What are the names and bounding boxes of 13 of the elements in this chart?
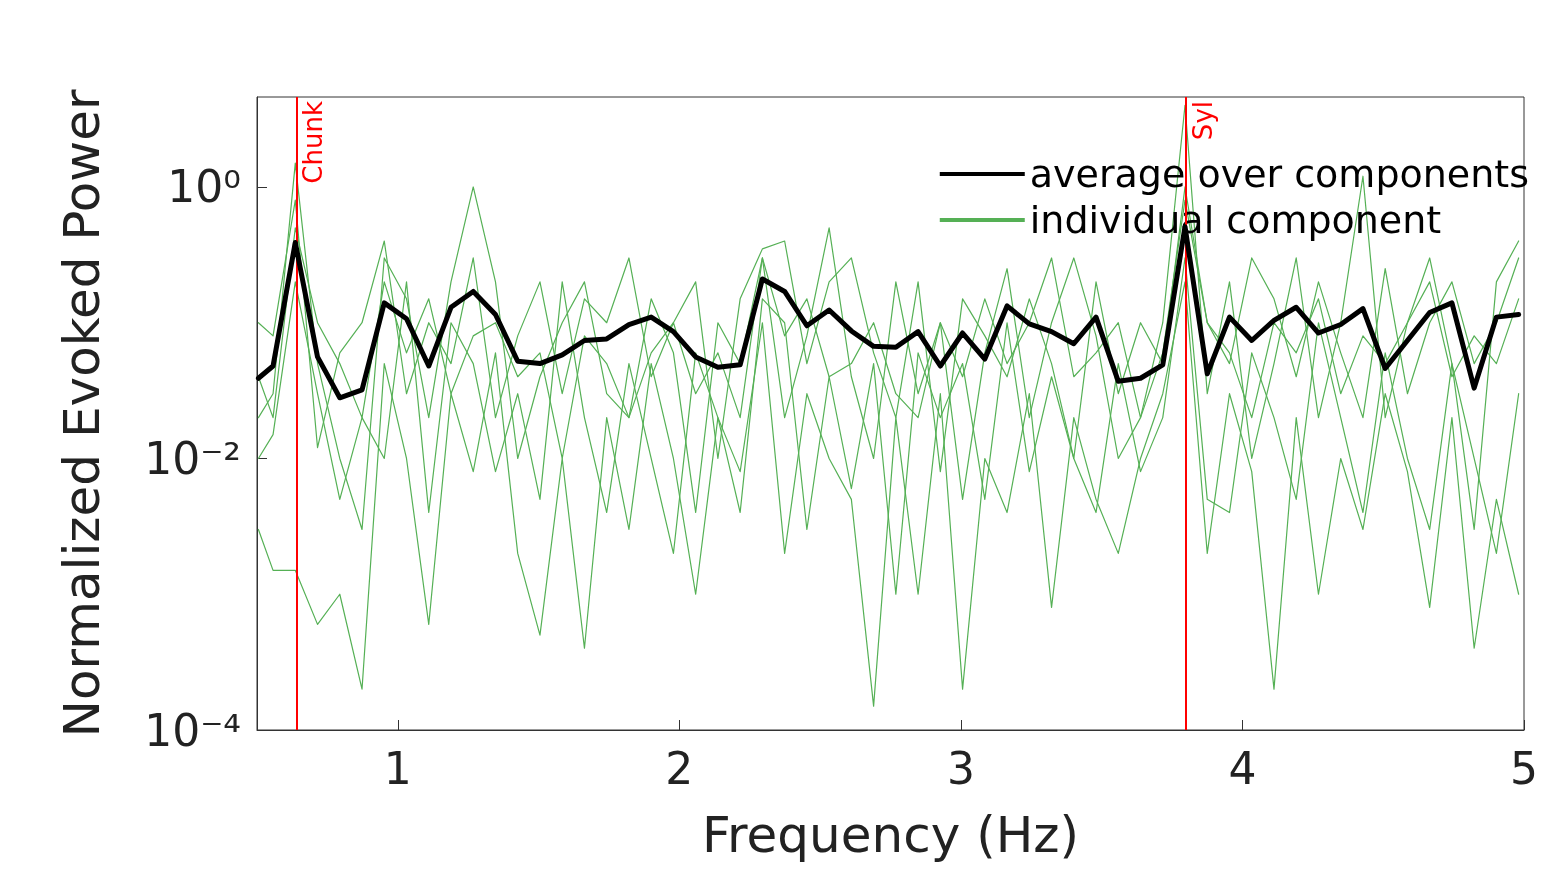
ref-line-label: Chunk <box>298 101 329 184</box>
x-tick-label: 5 <box>1510 742 1538 794</box>
y-tick-label: 10⁻² <box>144 432 241 484</box>
y-axis-title: Normalized Evoked Power <box>53 89 111 738</box>
x-tick-label: 3 <box>946 742 975 794</box>
y-tick-label: 10⁻⁴ <box>144 704 241 756</box>
ref-line-label: Syl <box>1188 101 1219 141</box>
x-tick-label: 2 <box>665 742 694 794</box>
x-axis-title: Frequency (Hz) <box>701 806 1080 864</box>
x-tick-label: 1 <box>383 742 412 794</box>
y-tick-label: 10⁰ <box>167 161 241 213</box>
x-tick-label: 4 <box>1228 742 1257 794</box>
legend-label: average over components <box>1029 152 1529 196</box>
